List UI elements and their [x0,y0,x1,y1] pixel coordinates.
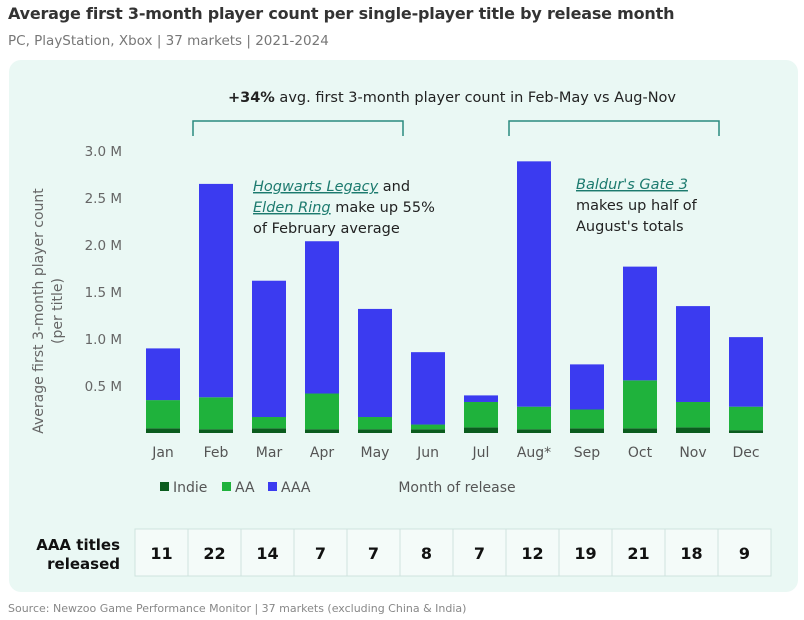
table-cell: 7 [368,544,379,563]
hogwarts-legacy-link: Hogwarts Legacy [253,179,379,195]
x-tick-label: Mar [256,445,283,461]
bar-aa [676,401,710,428]
legend-label-indie: Indie [173,480,207,496]
bar-indie [570,428,604,433]
table-cell: 19 [574,544,596,563]
feb-callout-line2: Elden Ring make up 55% [253,200,435,216]
bar-aaa [623,266,657,381]
x-tick-label: Dec [732,445,759,461]
table-cell: 12 [521,544,543,563]
bar-indie [517,429,551,433]
bar-indie [623,428,657,433]
bar-indie [464,427,498,433]
bar-aa [411,424,445,430]
bar-indie [146,428,180,433]
source-note: Source: Newzoo Game Performance Monitor … [8,602,467,615]
feb-callout-line3: of February average [253,221,400,237]
x-tick-label: May [361,445,390,461]
feb-callout-line1: Hogwarts Legacy and [253,179,410,195]
bracket-annotation: +34% avg. first 3-month player count in … [228,90,676,106]
x-tick-label: Jan [151,445,174,461]
x-tick-label: Feb [204,445,229,461]
baldurs-gate-3-link: Baldur's Gate 3 [576,177,688,193]
bar-aaa [146,348,180,401]
bar-aa [358,417,392,430]
bar-aaa [570,364,604,410]
bar-aaa [411,352,445,425]
bar-indie [729,430,763,433]
table-cell: 7 [315,544,326,563]
x-tick-label: Jun [416,445,439,461]
chart-title: Average first 3-month player count per s… [8,4,675,23]
x-tick-label: Sep [574,445,601,461]
aug-callout-line3: August's totals [576,219,684,235]
x-tick-label: Oct [628,445,653,461]
bar-aaa [517,161,551,407]
bar-aaa [199,183,233,398]
bar-aa [305,393,339,430]
legend-label-aa: AA [235,480,255,496]
bar-aaa [464,395,498,402]
legend-swatch-aa [222,482,231,491]
bar-aa [199,397,233,430]
x-tick-label: Nov [679,445,706,461]
table-cell: 14 [256,544,278,563]
bar-aa [570,409,604,429]
chart-panel [9,60,798,592]
bar-aa [729,406,763,431]
chart-subtitle: PC, PlayStation, Xbox | 37 markets | 202… [8,33,329,49]
bar-aa [252,417,286,429]
elden-ring-link: Elden Ring [253,200,331,216]
aug-callout-line2: makes up half of [576,198,698,214]
table-cell: 22 [203,544,225,563]
y-tick-label: 1.5 M [85,285,122,301]
bar-indie [358,429,392,433]
bracket-aug-nov [508,120,720,136]
x-tick-label: Apr [310,445,334,461]
bar-indie [199,429,233,433]
y-tick-label: 2.5 M [85,191,122,207]
bar-indie [411,429,445,433]
y-tick-label: 0.5 M [85,379,122,395]
legend-swatch-indie [160,482,169,491]
table-cell: 8 [421,544,432,563]
bar-aaa [252,280,286,418]
x-axis-title: Month of release [398,480,515,496]
table-label-line2: released [47,555,120,573]
x-tick-label: Jul [472,445,490,461]
legend-label-aaa: AAA [281,480,311,496]
bar-indie [252,428,286,433]
bar-aa [464,401,498,428]
bar-aa [517,406,551,430]
bar-aa [146,400,180,429]
table-cell: 21 [627,544,649,563]
legend: Indie AA AAA [160,480,311,496]
table-cell: 9 [739,544,750,563]
bar-aaa [676,306,710,402]
bar-indie [676,427,710,433]
y-tick-label: 3.0 M [85,144,122,160]
bar-aa [623,380,657,429]
bar-aaa [305,241,339,394]
table-cell: 7 [474,544,485,563]
bar-indie [305,429,339,433]
y-tick-label: 2.0 M [85,238,122,254]
table-label-line1: AAA titles [36,536,120,554]
table-cell: 11 [150,544,172,563]
bar-aaa [358,308,392,418]
y-tick-label: 1.0 M [85,332,122,348]
legend-swatch-aaa [268,482,277,491]
bar-aaa [729,337,763,407]
bracket-feb-may [192,120,404,136]
table-cell: 18 [680,544,702,563]
x-tick-label: Aug* [517,445,551,461]
y-axis-title-line2: (per title) [50,278,66,344]
y-axis-title-line1: Average first 3-month player count [31,188,47,434]
aug-callout-line1: Baldur's Gate 3 [576,177,688,193]
